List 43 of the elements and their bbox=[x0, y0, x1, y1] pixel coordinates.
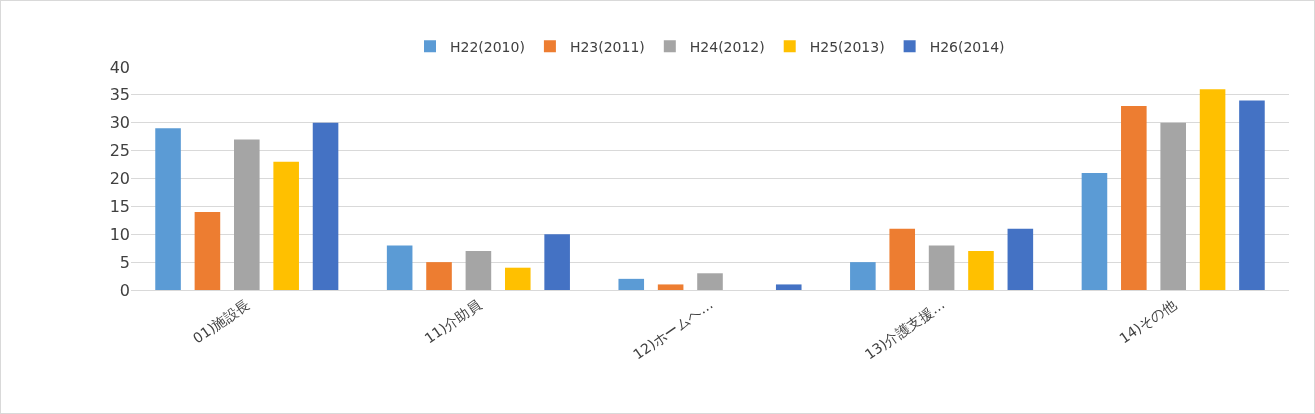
bar bbox=[928, 245, 955, 290]
x-tick-label: 13)介護支援… bbox=[861, 295, 948, 363]
bar bbox=[657, 284, 684, 290]
bar bbox=[155, 128, 181, 290]
bar bbox=[1199, 89, 1226, 290]
bar bbox=[386, 245, 413, 290]
x-tick-label: 11)介助員 bbox=[421, 295, 485, 347]
bar bbox=[968, 250, 994, 290]
y-tick-label: 20 bbox=[109, 169, 130, 189]
y-tick-label: 0 bbox=[119, 280, 130, 300]
bar bbox=[1121, 106, 1147, 290]
bar bbox=[544, 234, 570, 290]
bar bbox=[194, 211, 221, 290]
bar bbox=[312, 122, 339, 290]
bar bbox=[426, 262, 452, 290]
bar bbox=[1081, 172, 1108, 290]
y-tick-label: 25 bbox=[109, 141, 130, 161]
y-tick-label: 40 bbox=[109, 57, 130, 77]
legend-label: H22(2010) bbox=[450, 38, 525, 55]
x-tick-label: 12)ホームヘ… bbox=[630, 295, 716, 363]
y-tick-label: 10 bbox=[109, 224, 130, 244]
legend-label: H25(2013) bbox=[809, 38, 885, 55]
y-tick-label: 35 bbox=[109, 85, 130, 105]
bar bbox=[697, 273, 723, 290]
bar bbox=[273, 161, 299, 290]
bar bbox=[889, 228, 916, 290]
bar bbox=[234, 139, 260, 290]
bar bbox=[618, 278, 645, 290]
x-tick-label: 01)施設長 bbox=[189, 295, 253, 347]
bar bbox=[504, 267, 531, 290]
y-tick-label: 5 bbox=[119, 252, 130, 272]
y-tick-label: 30 bbox=[109, 113, 130, 133]
bar bbox=[1007, 228, 1034, 290]
bar bbox=[465, 250, 492, 290]
legend-label: H26(2014) bbox=[929, 38, 1005, 55]
bar bbox=[775, 284, 802, 290]
x-tick-label: 14)その他 bbox=[1116, 295, 1179, 347]
legend-label: H24(2012) bbox=[689, 38, 765, 55]
y-tick-label: 15 bbox=[109, 196, 130, 216]
bar bbox=[1160, 122, 1186, 290]
bar bbox=[850, 262, 876, 290]
legend-label: H23(2011) bbox=[569, 38, 645, 55]
bar bbox=[1239, 100, 1265, 290]
